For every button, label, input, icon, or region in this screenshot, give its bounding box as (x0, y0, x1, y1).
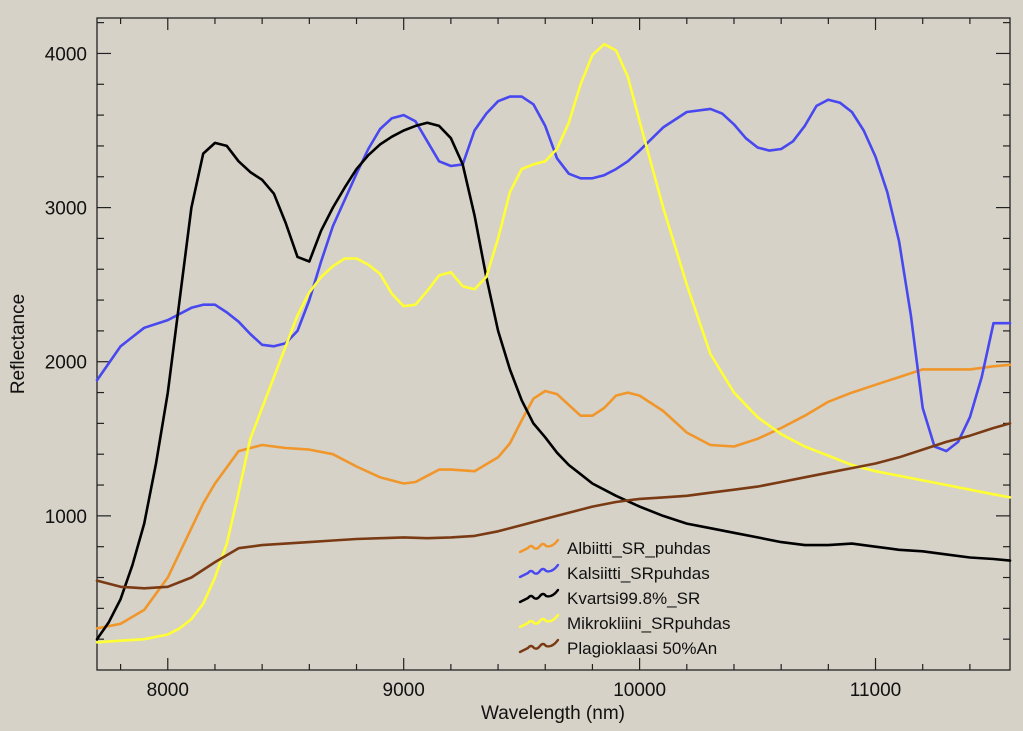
series-lines (95, 42, 1012, 644)
y-axis: 1000 2000 3000 4000 (45, 22, 1010, 640)
y-tick-label: 3000 (45, 199, 87, 220)
legend-swatch-mikrokliini-srpuhdas (518, 613, 560, 629)
legend-swatch-albiitti-sr-puhdas (518, 538, 560, 554)
series-line-albiitti-sr-puhdas (95, 363, 1012, 630)
y-tick-label: 2000 (45, 353, 87, 374)
series-line-mikrokliini-srpuhdas (95, 42, 1012, 644)
x-axis: 8000 9000 10000 11000 (119, 18, 971, 701)
legend-label-mikrokliini-srpuhdas: Mikrokliini_SRpuhdas (567, 614, 730, 633)
x-axis-title: Wavelength (nm) (481, 703, 625, 724)
legend: Albiitti_SR_puhdas Kalsiitti_SRpuhdas Kvar… (518, 538, 730, 658)
series-line-kalsiitti-srpuhdas (95, 95, 1012, 453)
x-tick-label: 10000 (613, 680, 666, 701)
legend-label-albiitti-sr-puhdas: Albiitti_SR_puhdas (567, 539, 711, 558)
legend-swatch-kvartsi99-8-sr (518, 588, 560, 604)
x-tick-label: 11000 (850, 680, 901, 701)
plot-area (96, 17, 1011, 671)
legend-swatch-kalsiitti-srpuhdas (518, 563, 560, 579)
y-tick-label: 4000 (45, 44, 87, 65)
series-line-kvartsi99-8-sr (95, 121, 1012, 641)
legend-label-kalsiitti-srpuhdas: Kalsiitti_SRpuhdas (567, 564, 710, 583)
legend-swatch-plagioklaasi-50-an (518, 638, 560, 654)
series-line-plagioklaasi-50-an (95, 422, 1012, 590)
y-axis-title: Reflectance (8, 294, 29, 394)
x-tick-label: 8000 (147, 680, 189, 701)
x-tick-label: 9000 (383, 680, 425, 701)
legend-label-kvartsi99-8-sr: Kvartsi99.8%_SR (567, 589, 700, 608)
y-tick-label: 1000 (45, 507, 87, 528)
legend-label-plagioklaasi-50-an: Plagioklaasi 50%An (567, 639, 717, 658)
